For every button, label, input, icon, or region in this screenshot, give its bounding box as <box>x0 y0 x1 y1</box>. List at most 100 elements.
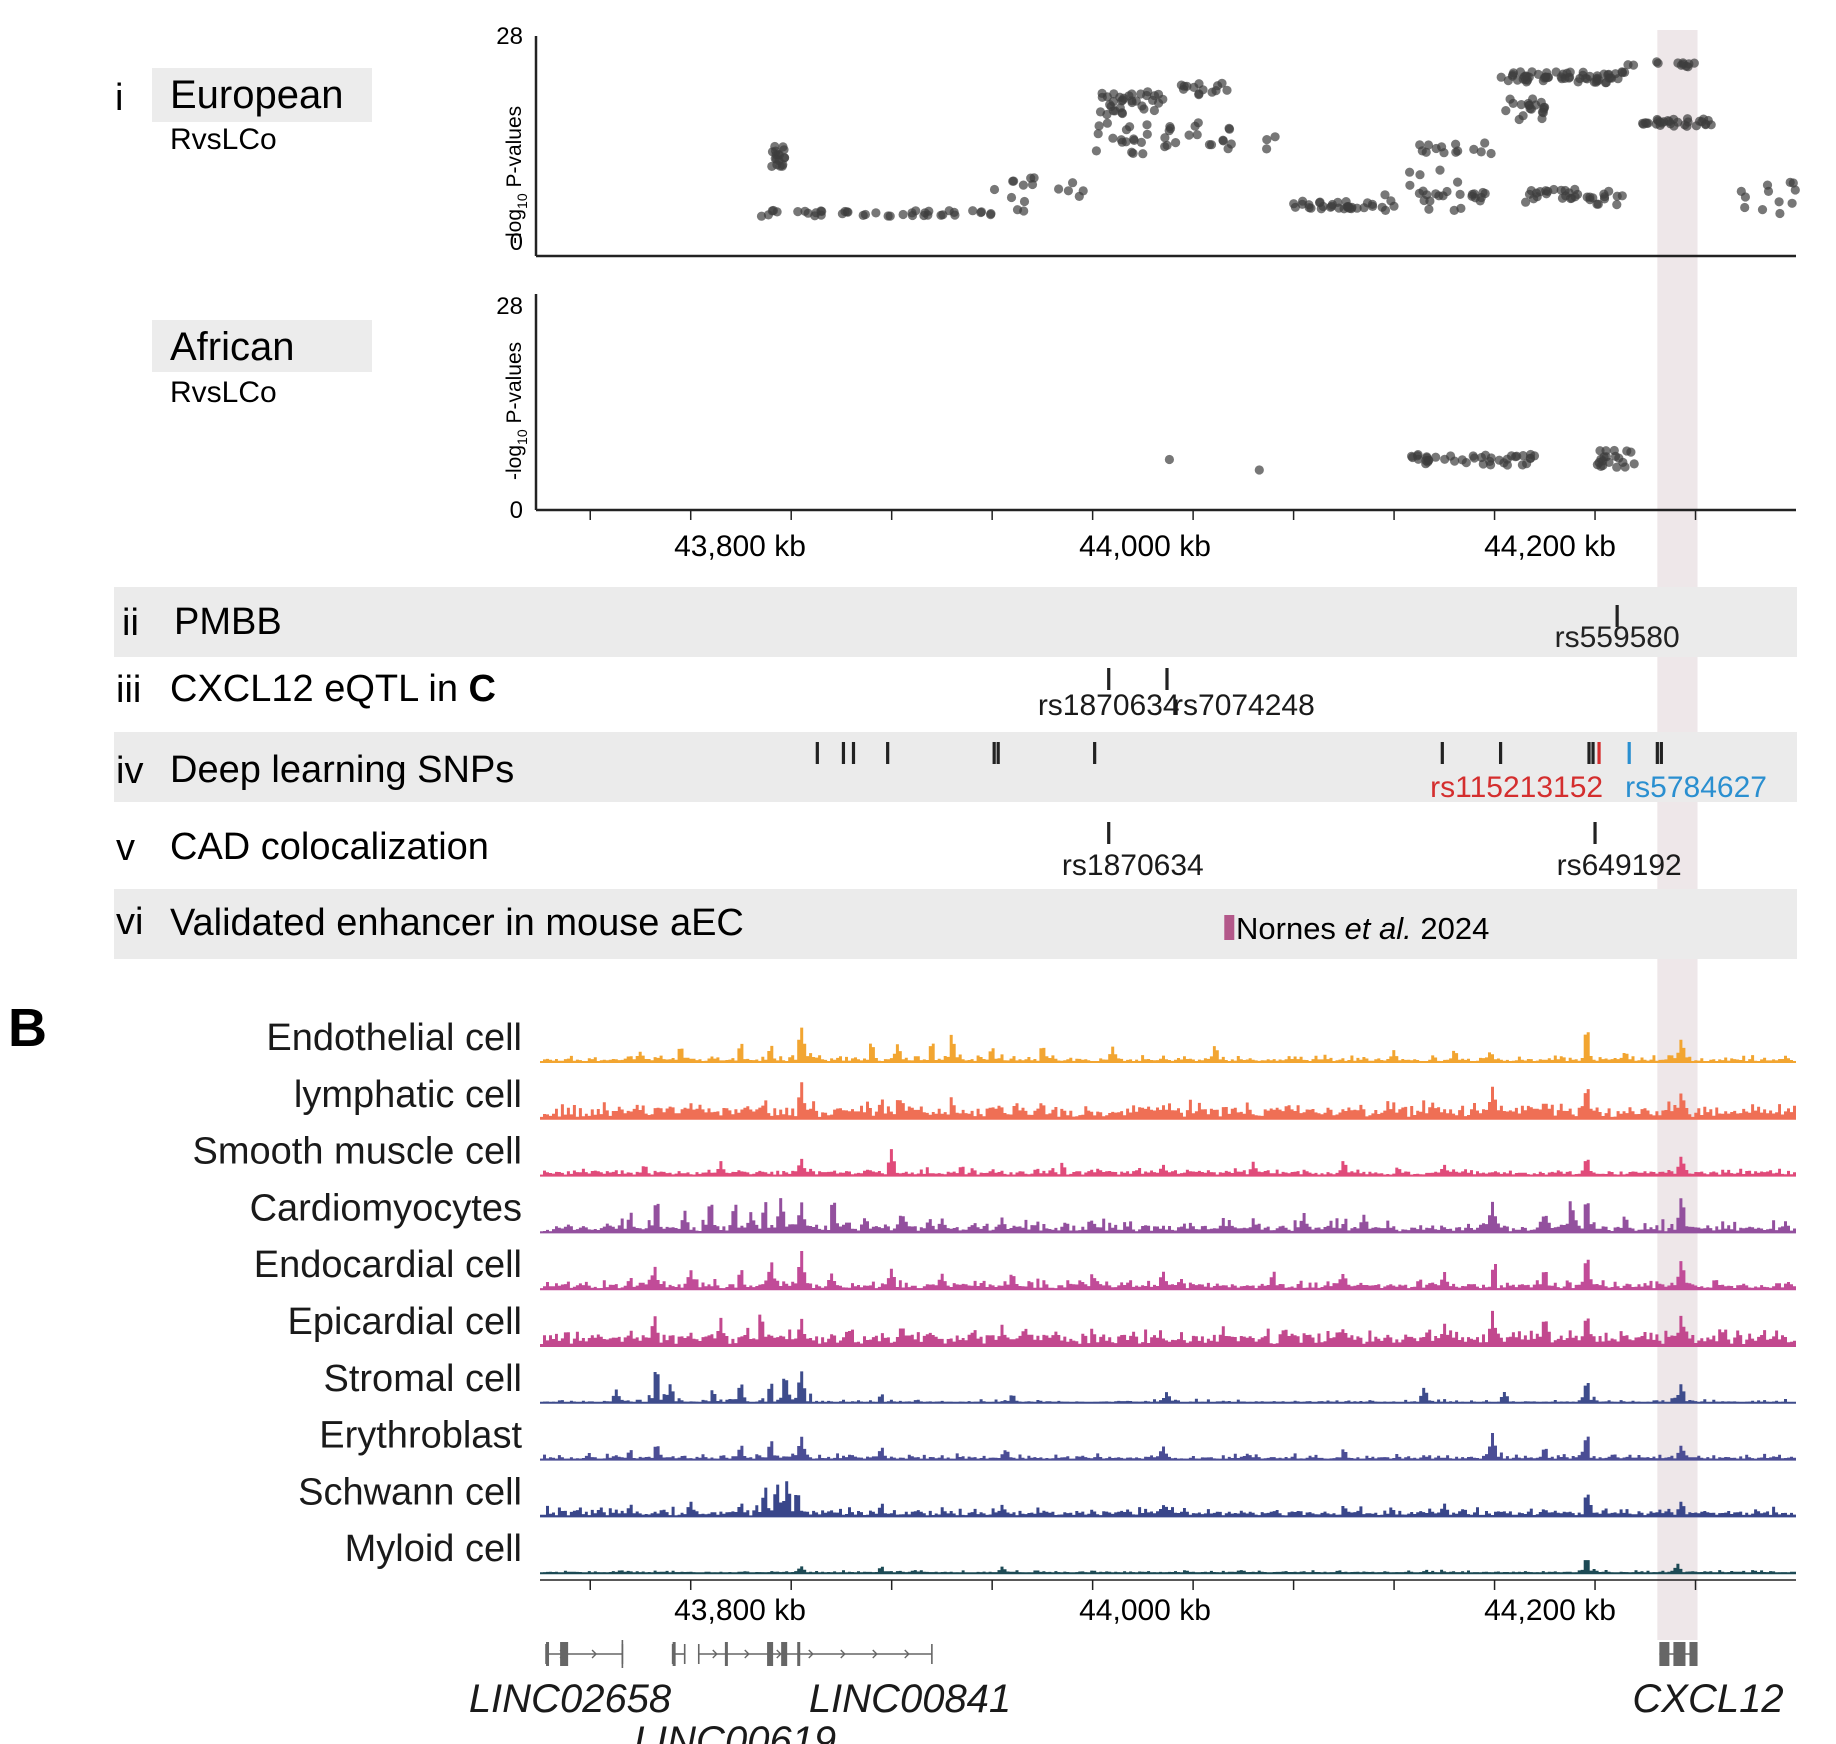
data-point <box>1423 140 1434 150</box>
data-point <box>1270 132 1280 142</box>
snp-label: rs5784627 <box>1625 771 1767 804</box>
data-point <box>1599 194 1610 204</box>
data-point <box>1673 117 1683 127</box>
accessibility-profile <box>540 1251 1796 1290</box>
data-point <box>1787 198 1797 208</box>
data-point <box>976 207 987 217</box>
african-points <box>1164 445 1639 475</box>
track-label: Myloid cell <box>345 1528 522 1570</box>
track-label: lymphatic cell <box>294 1074 522 1116</box>
data-point <box>1556 72 1566 82</box>
accessibility-profile <box>540 1560 1796 1574</box>
african-subtitle: RvsLCo <box>170 376 277 409</box>
data-point <box>1496 72 1506 82</box>
data-point <box>1522 459 1532 469</box>
african-ylabel: -log10 P-values <box>503 342 530 480</box>
data-point <box>1680 120 1690 130</box>
data-point <box>1415 140 1425 150</box>
data-point <box>1736 186 1746 196</box>
data-point <box>1091 146 1101 156</box>
exon <box>1659 1642 1670 1666</box>
deep-learning-snp-tick <box>886 742 890 764</box>
data-point <box>1502 460 1512 470</box>
panel-b-xtick-label-1: 44,000 kb <box>1079 1594 1211 1627</box>
data-point <box>1018 180 1028 190</box>
data-point <box>1127 147 1137 157</box>
data-point <box>1095 107 1106 117</box>
data-point <box>1063 186 1073 196</box>
data-point <box>1469 144 1479 154</box>
data-point <box>1486 460 1496 470</box>
data-point <box>1476 192 1486 203</box>
data-point <box>793 207 803 217</box>
data-point <box>1451 139 1461 149</box>
data-point <box>1435 165 1445 175</box>
data-point <box>1254 465 1264 475</box>
data-point <box>1617 191 1627 201</box>
exon <box>767 1642 774 1666</box>
african-ytick-top: 28 <box>496 293 523 320</box>
accessibility-profile <box>540 1198 1796 1233</box>
annotation-tracks: ii PMBB iii CXCL12 eQTL in C iv Deep lea… <box>114 587 1797 959</box>
data-point <box>1610 451 1621 461</box>
deep-learning-snp-tick <box>992 742 996 764</box>
panel-b-xtick-label-0: 43,800 kb <box>674 1594 806 1627</box>
gene-label-LINC00619: LINC00619 <box>634 1719 836 1744</box>
data-point <box>1405 167 1415 177</box>
panel-b-x-ticks <box>589 1580 1697 1590</box>
data-point <box>1019 196 1030 207</box>
data-point <box>1501 106 1511 116</box>
strand-arrow <box>840 1649 846 1659</box>
data-point <box>871 208 881 218</box>
data-point <box>1117 108 1127 118</box>
data-point <box>1455 189 1465 199</box>
snp-label: rs559580 <box>1555 621 1680 654</box>
data-point <box>1415 170 1425 180</box>
exon <box>546 1642 550 1666</box>
data-point <box>1790 185 1800 195</box>
data-point <box>1204 140 1215 150</box>
african-xtick-label-2: 44,200 kb <box>1484 530 1616 563</box>
data-point <box>1380 190 1390 200</box>
data-point <box>1438 191 1448 201</box>
snp-tick-rs1870634 <box>1107 668 1111 690</box>
data-point <box>1642 118 1652 128</box>
data-point <box>1774 197 1784 207</box>
data-point <box>1480 138 1490 148</box>
data-point <box>1537 113 1547 124</box>
data-point <box>1665 119 1675 129</box>
track-label: Epicardial cell <box>288 1301 522 1343</box>
accessibility-profile <box>540 1310 1796 1346</box>
row-vi-label: Validated enhancer in mouse aEC <box>170 902 744 944</box>
panel-b-xtick-label-2: 44,200 kb <box>1484 1594 1616 1627</box>
data-point <box>1008 176 1018 186</box>
strand-arrow <box>872 1649 878 1659</box>
data-point <box>1535 187 1545 197</box>
data-point <box>1505 94 1515 104</box>
snp-tick-rs1870634 <box>1107 822 1111 844</box>
data-point <box>1762 180 1773 190</box>
data-point <box>1585 192 1595 202</box>
data-point <box>1528 94 1538 104</box>
data-point <box>1419 195 1429 206</box>
data-point <box>919 210 929 221</box>
data-point <box>989 184 1000 195</box>
panel-i-african: African RvsLCo 28 0 -log10 P-values 43,8… <box>152 293 1796 563</box>
data-point <box>1785 177 1795 187</box>
data-point <box>1102 118 1112 128</box>
deep-learning-snp-tick <box>1498 742 1503 764</box>
data-point <box>1421 147 1431 157</box>
data-point <box>1612 462 1622 472</box>
data-point <box>1136 137 1146 147</box>
data-point <box>1405 180 1415 190</box>
african-ytick-bottom: 0 <box>510 497 523 524</box>
data-point <box>1521 197 1531 207</box>
data-point <box>1651 119 1661 129</box>
data-point <box>1594 457 1604 468</box>
data-point <box>1543 72 1553 83</box>
african-x-ticks <box>589 510 1697 520</box>
european-points <box>756 57 1800 221</box>
data-point <box>1054 184 1064 194</box>
data-point <box>1617 67 1627 77</box>
exon <box>560 1642 569 1666</box>
